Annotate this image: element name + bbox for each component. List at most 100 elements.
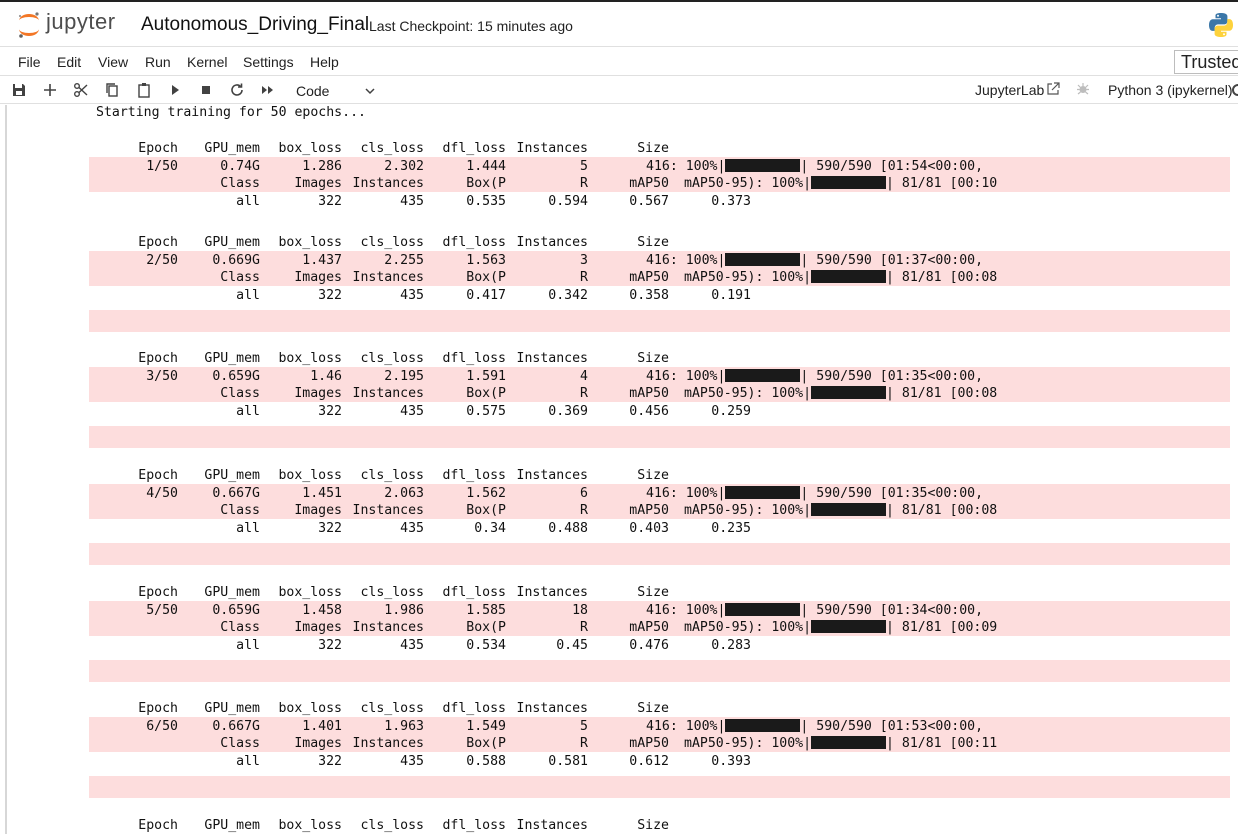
box-loss-value: 1.437 bbox=[302, 253, 342, 268]
run-icon[interactable] bbox=[166, 81, 184, 99]
debugger-icon[interactable] bbox=[1076, 82, 1090, 96]
menu-file[interactable]: File bbox=[18, 54, 41, 70]
train-progress-tail: | 590/590 [01:53<00:00, bbox=[800, 719, 984, 734]
val-progress: mAP50-95): 100%| | 81/81 [00:09 bbox=[684, 620, 997, 635]
python-logo-icon bbox=[1208, 12, 1234, 38]
cell-type-select[interactable]: Code bbox=[290, 80, 382, 102]
gpu-mem-value: 0.669G bbox=[212, 253, 260, 268]
val-header-r: R bbox=[580, 176, 588, 191]
val-progress: mAP50-95): 100%| | 81/81 [00:11 bbox=[684, 736, 997, 751]
box-loss-value: 1.286 bbox=[302, 159, 342, 174]
gpu-mem-value: 0.74G bbox=[220, 159, 260, 174]
stderr-empty-band bbox=[89, 310, 1230, 332]
size-progress-label: 416: 100%| bbox=[646, 253, 726, 268]
train-header-cell: Instances bbox=[516, 701, 588, 716]
val-class-all: all bbox=[236, 521, 260, 536]
train-progress-tail: | 590/590 [01:35<00:00, bbox=[800, 369, 984, 384]
menu-kernel[interactable]: Kernel bbox=[187, 54, 228, 70]
train-header-cell: cls_loss bbox=[360, 235, 424, 250]
cell-collapser[interactable] bbox=[5, 105, 7, 834]
train-header-cell: box_loss bbox=[278, 701, 342, 716]
val-header-class: Class bbox=[220, 270, 260, 285]
val-progress-tail: | 81/81 [00:08 bbox=[886, 386, 998, 401]
val-header-r: R bbox=[580, 736, 588, 751]
epoch-progress-block bbox=[89, 484, 1230, 519]
menu-help[interactable]: Help bbox=[310, 54, 339, 70]
val-class-all: all bbox=[236, 194, 260, 209]
val-header-map5095: mAP50-95): 100%| bbox=[684, 503, 812, 518]
progress-bar bbox=[811, 503, 887, 516]
train-progress-tail: | 590/590 [01:34<00:00, bbox=[800, 603, 984, 618]
size-progress-label: 416: 100%| bbox=[646, 369, 726, 384]
val-map50: 0.403 bbox=[629, 521, 669, 536]
dfl-loss-value: 1.563 bbox=[466, 253, 506, 268]
val-instances: 435 bbox=[400, 754, 424, 769]
paste-icon[interactable] bbox=[135, 81, 153, 99]
val-header-map50: mAP50 bbox=[629, 270, 669, 285]
train-header-cell: Size bbox=[637, 141, 669, 156]
val-header-class: Class bbox=[220, 736, 260, 751]
val-class-all: all bbox=[236, 638, 260, 653]
fast-forward-icon[interactable] bbox=[259, 81, 277, 99]
val-header-map50: mAP50 bbox=[629, 386, 669, 401]
stop-icon[interactable] bbox=[197, 81, 215, 99]
cls-loss-value: 2.063 bbox=[384, 486, 424, 501]
train-header-cell: dfl_loss bbox=[442, 141, 506, 156]
val-header-boxp: Box(P bbox=[466, 386, 506, 401]
add-cell-icon[interactable] bbox=[41, 81, 59, 99]
val-recall: 0.369 bbox=[548, 404, 588, 419]
val-header-map5095: mAP50-95): 100%| bbox=[684, 270, 812, 285]
menu-run[interactable]: Run bbox=[145, 54, 171, 70]
notebook-title[interactable]: Autonomous_Driving_Final bbox=[141, 14, 370, 35]
trusted-button[interactable]: Trusted bbox=[1174, 50, 1238, 74]
instances-value: 5 bbox=[580, 719, 588, 734]
epoch-progress-block bbox=[89, 157, 1230, 192]
train-progress: 416: 100%| | 590/590 [01:35<00:00, bbox=[646, 369, 983, 384]
gpu-mem-value: 0.667G bbox=[212, 486, 260, 501]
jupyter-brand: jupyter bbox=[46, 9, 116, 34]
menu-settings[interactable]: Settings bbox=[243, 54, 294, 70]
train-progress-tail: | 590/590 [01:35<00:00, bbox=[800, 486, 984, 501]
val-images: 322 bbox=[318, 754, 342, 769]
train-header-cell: GPU_mem bbox=[204, 141, 260, 156]
val-progress-tail: | 81/81 [00:08 bbox=[886, 270, 998, 285]
val-header-images: Images bbox=[294, 620, 342, 635]
val-recall: 0.45 bbox=[556, 638, 588, 653]
val-recall: 0.342 bbox=[548, 288, 588, 303]
progress-bar bbox=[811, 620, 887, 633]
train-header-cell: Epoch bbox=[138, 701, 178, 716]
cls-loss-value: 2.302 bbox=[384, 159, 424, 174]
menu-view[interactable]: View bbox=[98, 54, 129, 70]
train-header-cell: Size bbox=[637, 351, 669, 366]
val-precision: 0.588 bbox=[466, 754, 506, 769]
stderr-empty-band bbox=[89, 543, 1230, 565]
checkpoint-status: Last Checkpoint: 15 minutes ago bbox=[369, 18, 573, 34]
restart-icon[interactable] bbox=[228, 81, 246, 99]
box-loss-value: 1.46 bbox=[310, 369, 342, 384]
save-icon[interactable] bbox=[10, 81, 28, 99]
copy-icon[interactable] bbox=[103, 81, 121, 99]
val-progress-tail: | 81/81 [00:09 bbox=[886, 620, 998, 635]
val-header-class: Class bbox=[220, 386, 260, 401]
val-class-all: all bbox=[236, 404, 260, 419]
val-progress-tail: | 81/81 [00:11 bbox=[886, 736, 998, 751]
external-link-icon[interactable] bbox=[1046, 82, 1060, 96]
train-header-cell: GPU_mem bbox=[204, 585, 260, 600]
val-instances: 435 bbox=[400, 288, 424, 303]
train-header-cell: box_loss bbox=[278, 351, 342, 366]
jupyter-logo-icon[interactable] bbox=[16, 10, 42, 40]
val-images: 322 bbox=[318, 404, 342, 419]
val-map50-95: 0.235 bbox=[711, 521, 751, 536]
val-header-r: R bbox=[580, 386, 588, 401]
cut-icon[interactable] bbox=[72, 81, 90, 99]
menu-edit[interactable]: Edit bbox=[57, 54, 82, 70]
train-header-cell: Epoch bbox=[138, 235, 178, 250]
open-jupyterlab-link[interactable]: JupyterLab bbox=[975, 82, 1045, 98]
val-instances: 435 bbox=[400, 521, 424, 536]
val-progress: mAP50-95): 100%| | 81/81 [00:08 bbox=[684, 386, 997, 401]
val-map50-95: 0.283 bbox=[711, 638, 751, 653]
kernel-name[interactable]: Python 3 (ipykernel) bbox=[1108, 82, 1233, 98]
train-header-cell: Instances bbox=[516, 585, 588, 600]
train-progress: 416: 100%| | 590/590 [01:53<00:00, bbox=[646, 719, 983, 734]
stderr-empty-band bbox=[89, 776, 1230, 798]
